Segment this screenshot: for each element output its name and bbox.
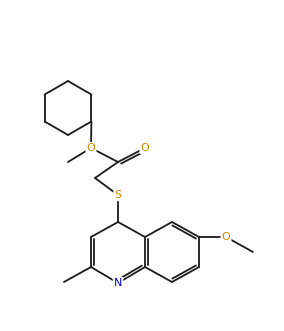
Text: O: O xyxy=(141,143,149,153)
Text: N: N xyxy=(114,278,122,288)
Text: S: S xyxy=(114,190,122,200)
Text: O: O xyxy=(222,232,230,242)
Text: O: O xyxy=(87,143,95,153)
